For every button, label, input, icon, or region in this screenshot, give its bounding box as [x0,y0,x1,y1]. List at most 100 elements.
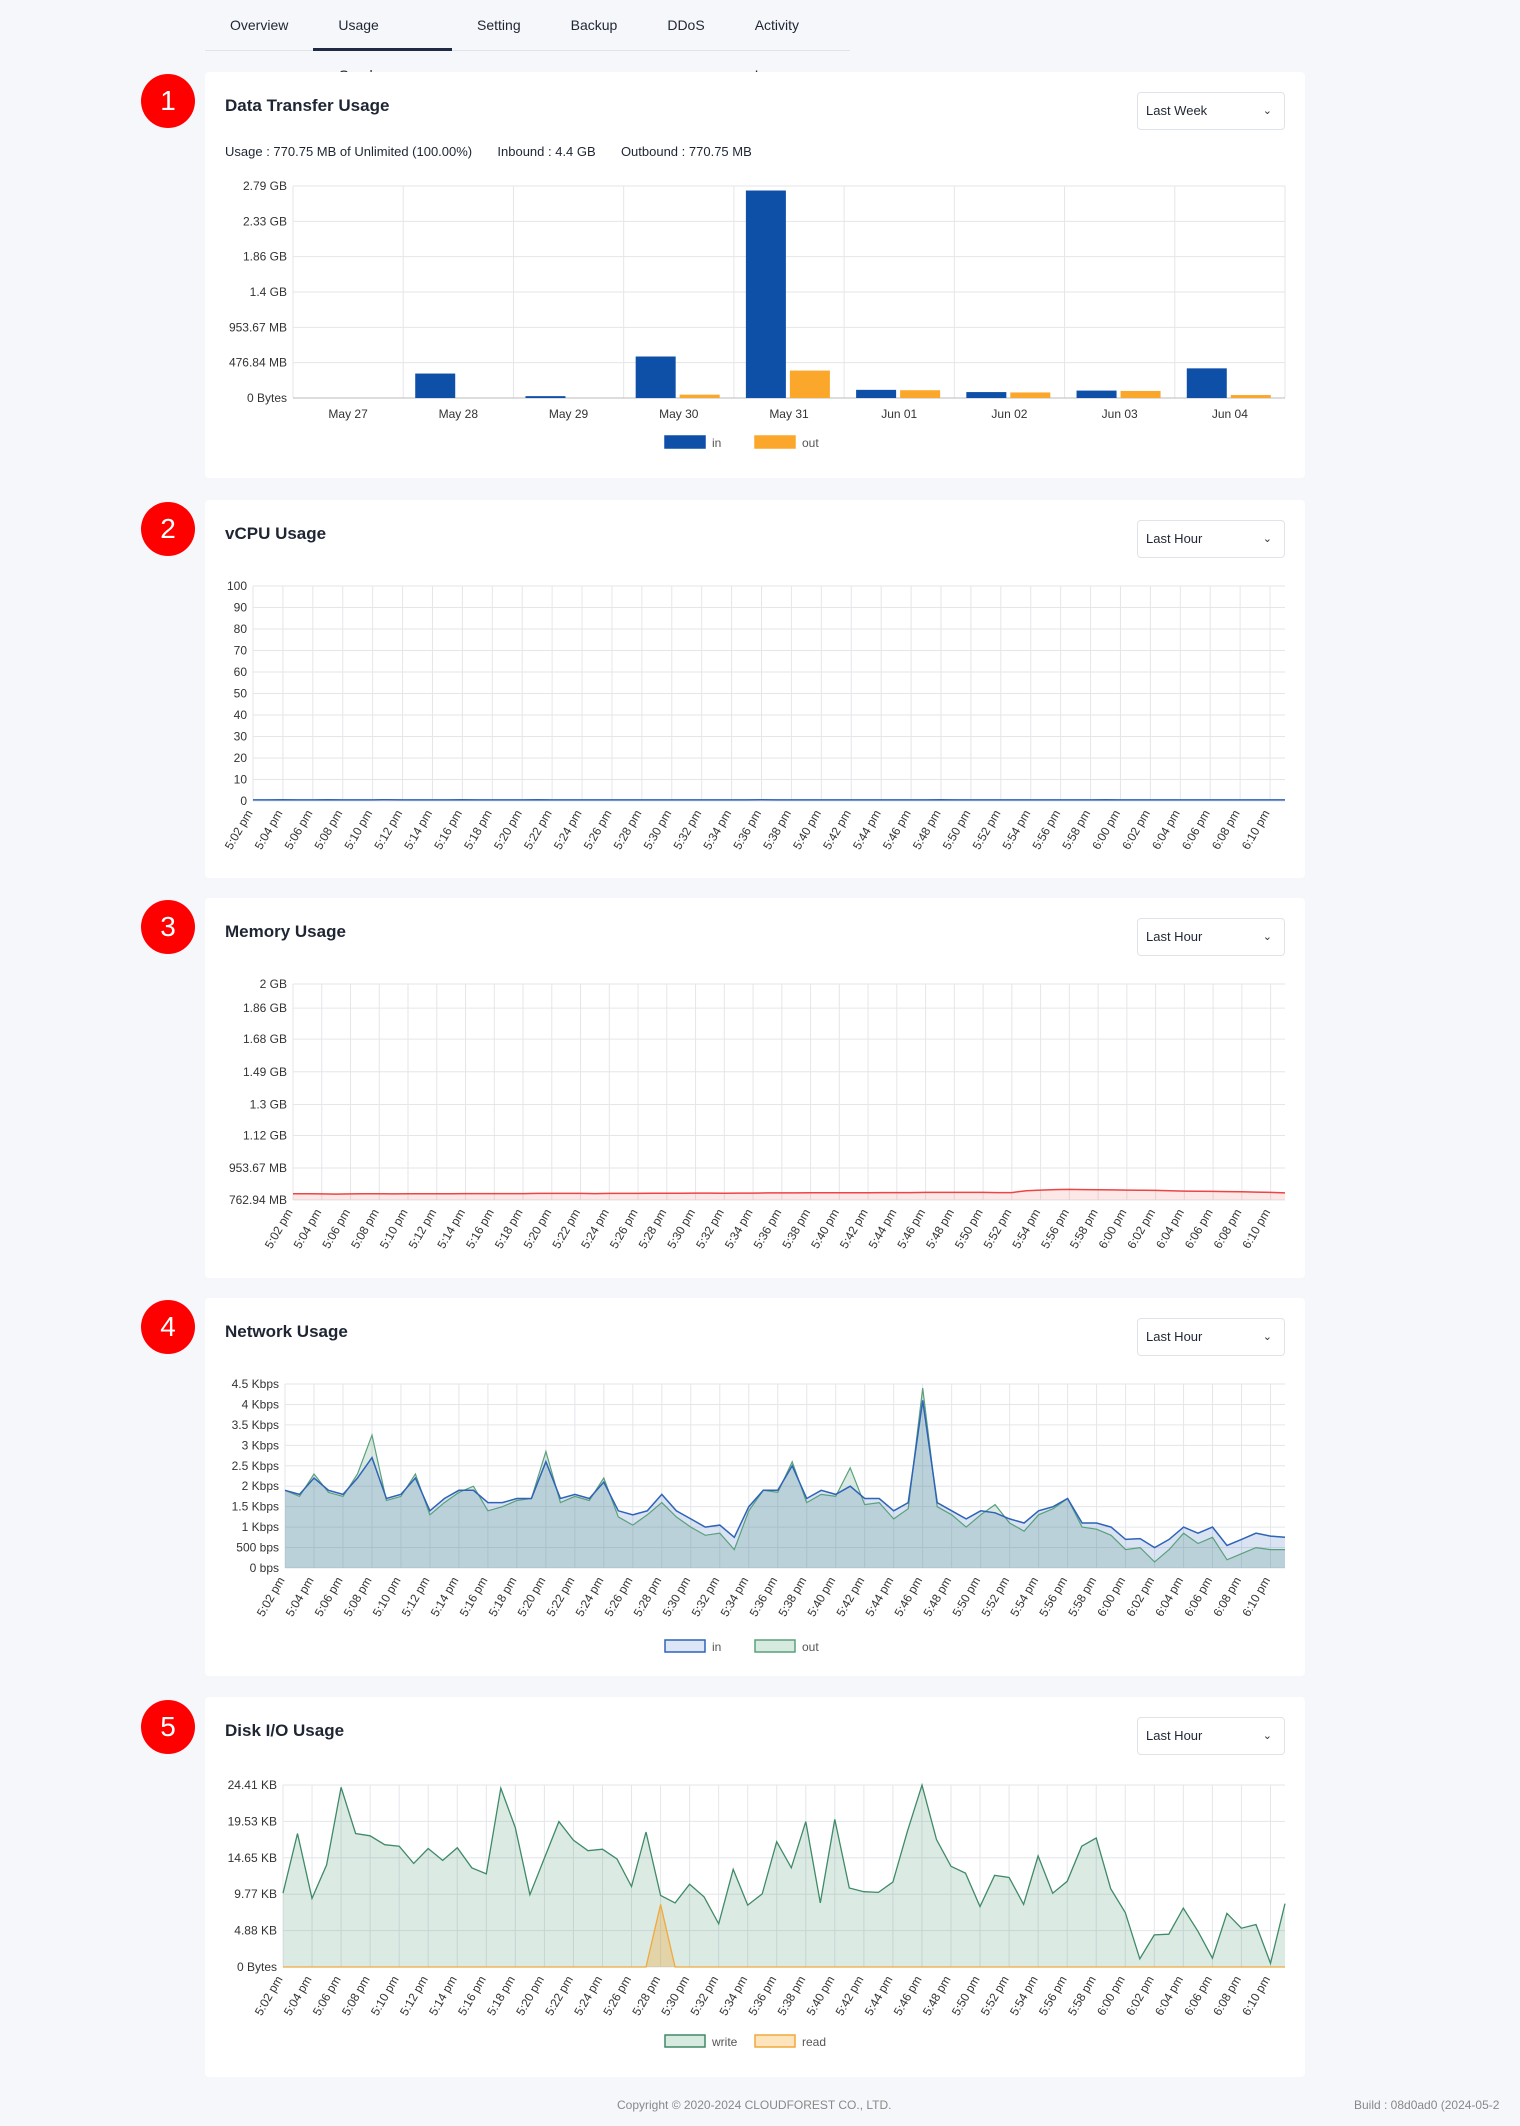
range-select-value: Last Hour [1146,1728,1203,1743]
range-select[interactable]: Last Hour ⌄ [1137,1318,1285,1356]
y-tick-label: 4 Kbps [242,1397,279,1411]
range-select-value: Last Week [1146,103,1208,118]
card-title: Memory Usage [225,922,346,941]
y-tick-label: 1.68 GB [243,1032,287,1046]
y-tick-label: 50 [234,687,248,701]
y-tick-label: 3 Kbps [242,1438,279,1452]
step-badge-4: 4 [141,1300,195,1354]
network-chart: 0 bps 500 bps 1 Kbps 1.5 Kbps 2 Kbps 2.5 Kbps… [232,1377,1286,1654]
y-tick-label: 1.86 GB [243,250,287,264]
inbound-value: 4.4 GB [555,144,596,159]
y-tick-label: 4.5 Kbps [232,1377,279,1391]
legend-swatch [754,435,796,449]
step-badge-5: 5 [141,1700,195,1754]
chevron-down-icon: ⌄ [1262,533,1272,545]
legend-swatch [664,2034,706,2048]
write-line [282,1782,1286,1966]
y-tick-label: 9.77 KB [234,1887,277,1901]
y-tick-label: 0 bps [250,1561,279,1575]
y-tick-label: 3.5 Kbps [232,1418,279,1432]
card-title: Network Usage [225,1322,348,1341]
legend-label: write [711,2035,738,2049]
y-tick-label: 0 [240,794,247,808]
data-transfer-chart: 0 Bytes 476.84 MB 953.67 MB 1.4 GB 1.86 GB 2.… [229,179,1286,450]
card-title: Disk I/O Usage [225,1721,345,1740]
y-tick-label: 762.94 MB [229,1193,287,1207]
y-tick-label: 1.49 GB [243,1065,287,1079]
x-tick-label: 6:10 pm [1239,1973,1273,2018]
bar-in [745,190,786,398]
y-tick-label: 2.33 GB [243,214,287,228]
x-tick-label: May 27 [328,407,368,421]
x-tick-label: May 30 [659,407,699,421]
range-select[interactable]: Last Hour ⌄ [1137,520,1285,558]
chevron-down-icon: ⌄ [1262,1730,1272,1742]
range-select-value: Last Hour [1146,531,1203,546]
chevron-down-icon: ⌄ [1262,1331,1272,1343]
tab-usage-graphs[interactable]: Usage Graphs [313,0,452,83]
usage-tabs: Overview Usage Graphs Setting Backup DDo… [205,0,850,83]
bar-in [966,392,1007,398]
data-transfer-card: Data Transfer Usage Last Week ⌄ Usage : 7… [205,72,1305,478]
y-tick-label: 0 Bytes [247,391,287,405]
range-select[interactable]: Last Hour ⌄ [1137,918,1285,956]
disk-chart: 0 Bytes 4.88 KB 9.77 KB 14.65 KB 19.53 KB 24.… [228,1778,1286,2049]
y-tick-label: 500 bps [236,1541,279,1555]
x-tick-label: May 28 [439,407,479,421]
bar-out [679,394,720,398]
y-tick-label: 4.88 KB [234,1924,277,1938]
tab-ddos[interactable]: DDoS [667,17,705,33]
step-badge-3: 3 [141,900,195,954]
range-select-value: Last Hour [1146,1329,1203,1344]
usage-summary: Usage : 770.75 MB of Unlimited (100.00%)… [225,144,752,159]
bar-out [789,370,830,398]
y-tick-label: 24.41 KB [228,1778,277,1792]
legend-label: out [802,436,819,450]
legend-swatch [754,1639,796,1653]
bar-out [900,390,941,398]
step-badge-1: 1 [141,74,195,128]
y-tick-label: 10 [234,773,248,787]
y-tick-label: 1.3 GB [250,1097,287,1111]
y-tick-label: 1.12 GB [243,1128,287,1142]
y-tick-label: 20 [234,751,248,765]
tab-overview[interactable]: Overview [230,17,289,33]
footer-build: Build : 08d0ad0 (2024-05-2 [1354,2098,1500,2112]
legend-label: read [802,2035,826,2049]
legend-label: in [712,436,721,450]
tab-activity-log[interactable]: Activity Log [754,17,800,83]
tab-backup[interactable]: Backup [570,17,618,33]
range-select-value: Last Hour [1146,929,1203,944]
net-in-line [284,1400,1286,1549]
y-tick-label: 14.65 KB [228,1851,277,1865]
legend-label: in [712,1640,721,1654]
bar-in [1186,368,1227,398]
disk-card: Disk I/O Usage Last Hour ⌄ 0 Bytes 4.88 KB… [205,1697,1305,2077]
legend-swatch [754,2034,796,2048]
chevron-down-icon: ⌄ [1262,931,1272,943]
bar-out [1010,392,1051,398]
legend-swatch [664,435,706,449]
y-tick-label: 953.67 MB [229,320,287,334]
y-tick-label: 2 GB [260,977,287,991]
inbound-label: Inbound : [497,144,556,159]
read-line [283,1904,1285,1968]
vcpu-card: vCPU Usage Last Hour ⌄ 0 10 20 30 40 50 60 70 80 9… [205,500,1305,878]
x-tick-label: Jun 03 [1102,407,1138,421]
bar-in [415,373,456,398]
y-tick-label: 1.86 GB [243,1001,287,1015]
y-tick-label: 100 [227,579,247,593]
bar-in [1076,390,1117,398]
y-tick-label: 953.67 MB [229,1161,287,1175]
chevron-down-icon: ⌄ [1262,105,1272,117]
y-tick-label: 476.84 MB [229,356,287,370]
x-tick-label: 6:10 pm [1239,1574,1273,1619]
range-select[interactable]: Last Week ⌄ [1137,92,1285,130]
range-select[interactable]: Last Hour ⌄ [1137,1717,1285,1755]
tab-setting[interactable]: Setting [477,17,521,33]
memory-card: Memory Usage Last Hour ⌄ 762.94 MB 953.67 … [205,898,1305,1278]
memory-chart: 762.94 MB 953.67 MB 1.12 GB 1.3 GB 1.49 GB 1.… [229,977,1286,1251]
card-title: Data Transfer Usage [225,96,390,115]
y-tick-label: 60 [234,665,248,679]
